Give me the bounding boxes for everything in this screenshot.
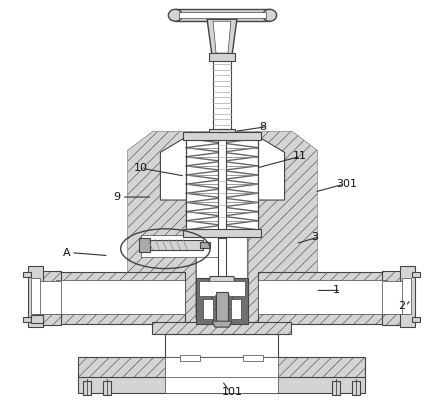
Bar <box>103 381 111 395</box>
Polygon shape <box>208 276 236 292</box>
Bar <box>218 128 226 238</box>
Bar <box>412 317 420 322</box>
Bar <box>183 229 261 237</box>
Bar <box>400 265 415 327</box>
Text: 301: 301 <box>336 179 357 189</box>
Text: 8: 8 <box>260 121 267 132</box>
Bar <box>183 133 261 140</box>
Bar <box>165 377 278 393</box>
Polygon shape <box>207 19 237 56</box>
Bar <box>412 272 420 276</box>
Bar <box>213 56 231 130</box>
Ellipse shape <box>263 9 276 21</box>
Bar <box>200 242 210 248</box>
Bar <box>31 315 43 323</box>
Bar <box>258 272 387 324</box>
Text: 101: 101 <box>222 387 243 397</box>
Bar <box>186 139 258 230</box>
Bar <box>215 295 229 305</box>
Text: A: A <box>63 248 71 258</box>
Bar <box>209 53 235 61</box>
Bar <box>36 281 61 314</box>
Bar <box>186 139 258 230</box>
Bar <box>382 281 407 314</box>
Bar <box>180 355 200 361</box>
Bar <box>231 299 241 319</box>
Bar <box>199 281 245 297</box>
Polygon shape <box>179 12 266 18</box>
Bar <box>165 357 278 379</box>
Bar <box>332 381 340 395</box>
Polygon shape <box>213 21 231 53</box>
Bar <box>23 317 31 322</box>
Text: 3: 3 <box>311 232 319 242</box>
Text: 2: 2 <box>398 301 405 311</box>
Bar <box>402 279 411 314</box>
Polygon shape <box>128 132 317 324</box>
Bar <box>31 279 40 314</box>
Bar <box>352 381 360 395</box>
Bar <box>165 334 278 369</box>
Bar <box>36 270 61 325</box>
Bar <box>140 235 220 256</box>
Polygon shape <box>212 321 232 327</box>
Polygon shape <box>209 292 235 309</box>
Bar <box>203 299 213 319</box>
Text: 10: 10 <box>134 163 148 173</box>
Bar <box>152 322 291 334</box>
Bar <box>258 281 387 314</box>
Bar <box>243 355 263 361</box>
Text: 11: 11 <box>292 151 307 161</box>
Bar <box>209 128 235 137</box>
Bar <box>216 292 228 322</box>
Bar <box>78 377 365 393</box>
Bar <box>23 272 31 276</box>
Polygon shape <box>196 277 248 324</box>
Bar <box>218 237 226 281</box>
Bar <box>145 240 203 249</box>
Bar <box>180 322 263 352</box>
Bar <box>56 272 185 324</box>
Text: 1: 1 <box>333 285 340 295</box>
Bar <box>382 270 407 325</box>
Bar <box>78 357 365 379</box>
Text: 9: 9 <box>114 192 121 202</box>
Bar <box>83 381 91 395</box>
Polygon shape <box>175 9 270 21</box>
Ellipse shape <box>168 9 182 21</box>
Polygon shape <box>160 137 284 319</box>
Bar <box>28 265 43 327</box>
Bar <box>56 281 185 314</box>
Bar <box>139 238 151 252</box>
